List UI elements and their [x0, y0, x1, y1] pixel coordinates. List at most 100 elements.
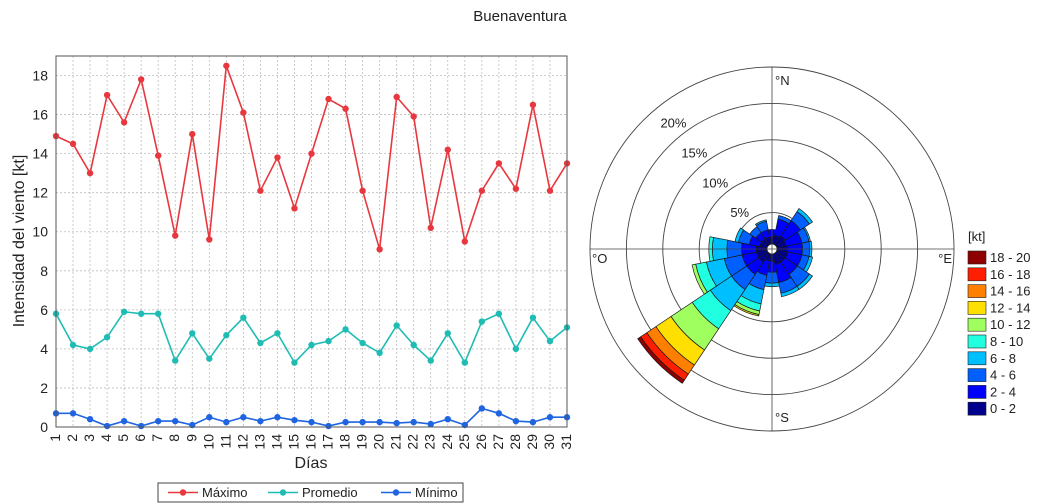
data-point: [495, 160, 503, 167]
data-point: [240, 314, 247, 321]
data-point: [206, 236, 213, 243]
data-point: [410, 341, 417, 349]
data-point: [512, 417, 520, 425]
data-point: [325, 422, 332, 430]
data-point: [86, 415, 94, 423]
legend-entry-label: Promedio: [302, 485, 358, 500]
data-point: [308, 150, 315, 157]
data-point: [223, 418, 230, 426]
legend-entry-label: Mínimo: [415, 485, 458, 500]
data-point: [155, 310, 162, 317]
x-tick-label: 28: [507, 434, 523, 450]
data-point: [546, 187, 554, 194]
data-point: [376, 418, 383, 426]
speed-legend-swatch: [967, 351, 987, 366]
data-point: [291, 205, 298, 212]
speed-legend-swatch: [967, 301, 987, 315]
data-point: [257, 417, 264, 425]
x-tick-label: 3: [81, 434, 97, 442]
legend-marker: [179, 489, 187, 496]
x-tick-label: 21: [388, 434, 404, 450]
speed-legend-swatch: [967, 284, 987, 298]
speed-legend-swatch: [967, 317, 987, 332]
x-tick-label: 22: [405, 434, 421, 450]
speed-legend-swatch: [967, 385, 987, 399]
y-tick-label: 6: [40, 302, 48, 318]
x-tick-label: 1: [47, 434, 63, 442]
data-point: [427, 420, 434, 428]
x-tick-label: 19: [354, 434, 370, 450]
speed-legend-swatch: [967, 368, 987, 382]
x-tick-label: 6: [132, 434, 148, 442]
data-point: [189, 130, 196, 138]
speed-legend-label: 6 - 8: [990, 351, 1016, 366]
rose-segment: [780, 285, 800, 298]
x-tick-label: 11: [217, 434, 233, 449]
x-tick-label: 25: [456, 434, 472, 450]
x-tick-label: 15: [285, 434, 301, 450]
x-tick-label: 10: [200, 434, 216, 450]
rose-segment: [637, 336, 685, 384]
data-point: [376, 246, 383, 253]
data-point: [376, 349, 383, 356]
speed-legend-label: 14 - 16: [990, 284, 1030, 299]
y-tick-label: 12: [32, 185, 48, 201]
data-point: [359, 418, 366, 426]
y-tick-label: 0: [40, 419, 48, 435]
x-tick-label: 17: [320, 434, 336, 450]
data-point: [69, 410, 77, 417]
x-tick-label: 13: [251, 434, 267, 450]
x-tick-label: 24: [439, 434, 455, 450]
x-tick-label: 8: [166, 434, 182, 442]
x-tick-label: 18: [337, 434, 353, 450]
series-layer: [52, 62, 571, 430]
data-point: [359, 339, 366, 347]
data-point: [103, 333, 111, 341]
data-point: [342, 105, 349, 112]
speed-legend-label: 4 - 6: [990, 368, 1016, 383]
data-point: [308, 418, 315, 426]
y-tick-label: 4: [40, 341, 48, 357]
legend-marker: [279, 489, 287, 496]
rose-direction-label: °O: [592, 251, 607, 266]
data-point: [274, 414, 281, 421]
x-tick-label: 23: [422, 434, 438, 450]
rose-ring-label: 10%: [702, 175, 728, 190]
data-point: [274, 154, 281, 161]
data-point: [189, 330, 196, 337]
rose-ring-label: 20%: [660, 116, 686, 131]
data-point: [478, 405, 486, 412]
data-point: [103, 91, 111, 99]
data-point: [172, 417, 179, 425]
rose-direction-label: °S: [775, 410, 789, 425]
speed-legend-label: 8 - 10: [990, 334, 1023, 349]
data-point: [206, 414, 213, 421]
data-point: [69, 341, 77, 349]
x-tick-label: 20: [371, 434, 387, 450]
x-tick-labels: 1 2 3 4 5 6 7 8 9 10 11 12 13 14 15 16 17 18 19 20 21 22 23 24 2…: [47, 434, 574, 450]
rose-segment: [796, 208, 813, 225]
y-tick-label: 10: [32, 224, 48, 240]
data-point: [342, 326, 349, 333]
speed-legend-swatch: [967, 250, 987, 265]
data-point: [240, 109, 247, 116]
x-tick-label: 7: [149, 434, 165, 442]
speed-legend-label: 2 - 4: [990, 384, 1016, 399]
data-point: [529, 418, 537, 426]
speed-legend-swatch: [967, 267, 987, 282]
rose-direction-label: °E: [938, 251, 952, 266]
data-point: [427, 357, 434, 364]
speed-legend-swatch: [967, 401, 987, 416]
x-tick-label: 16: [303, 434, 319, 450]
wind-rose: °N °E °S °O 5%10% 15% 20%: [589, 66, 955, 432]
data-point: [120, 119, 128, 126]
speed-legend-label: 0 - 2: [990, 401, 1016, 416]
data-point: [393, 322, 400, 329]
data-point: [137, 76, 145, 83]
data-point: [257, 339, 264, 347]
data-point: [529, 101, 537, 109]
x-tick-label: 14: [268, 434, 284, 450]
rose-ring-label: 15%: [681, 146, 707, 161]
